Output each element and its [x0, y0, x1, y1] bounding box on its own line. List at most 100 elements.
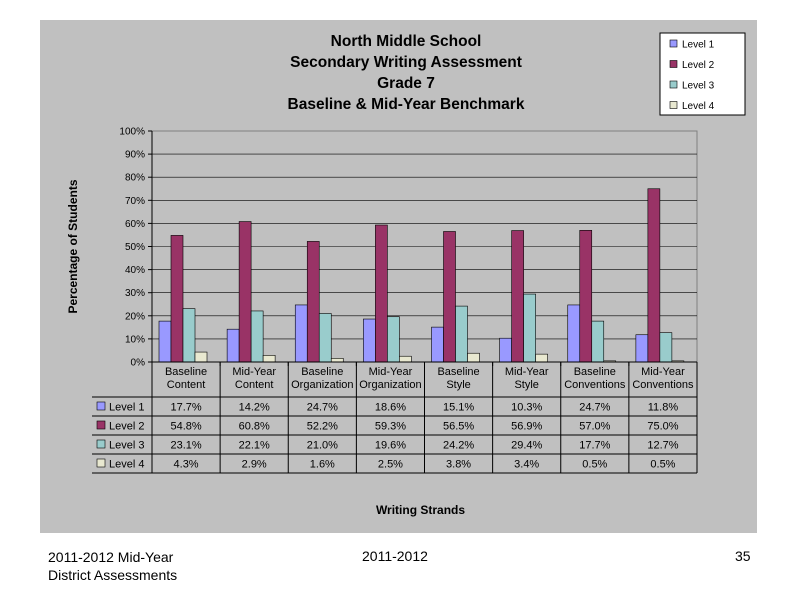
- table-cell: 56.5%: [443, 421, 474, 433]
- bar-level-3: [659, 332, 673, 363]
- table-series-label: Level 3: [109, 440, 144, 452]
- table-cell: 59.3%: [375, 421, 406, 433]
- bar-level-3: [523, 293, 536, 363]
- bar-level-3: [182, 308, 196, 363]
- y-tick-label: 40%: [125, 265, 145, 276]
- x-tick-label: Baseline: [301, 366, 343, 378]
- table-legend-key: [96, 439, 106, 449]
- table-cell: 10.3%: [511, 402, 542, 414]
- table-cell: 24.7%: [579, 402, 610, 414]
- legend-swatch: [669, 60, 678, 68]
- bar-level-2: [579, 230, 593, 363]
- table-cell: 17.7%: [579, 440, 610, 452]
- table-cell: 11.8%: [648, 402, 679, 414]
- y-tick-label: 60%: [125, 219, 145, 230]
- bar-level-4: [330, 358, 344, 363]
- legend-swatch: [669, 101, 678, 109]
- table-cell: 21.0%: [307, 440, 338, 452]
- bar-level-4: [262, 355, 276, 363]
- footer-left-line2: District Assessments: [48, 567, 178, 583]
- chart-title-line-3: Grade 7: [377, 75, 435, 92]
- bar-level-3: [318, 313, 332, 363]
- table-series-label: Level 2: [109, 421, 144, 433]
- x-tick-label: Organization: [359, 379, 421, 391]
- legend-swatch: [669, 80, 678, 89]
- table-cell: 19.6%: [375, 440, 406, 452]
- bar-level-1: [158, 320, 172, 363]
- footer-left-line1: 2011-2012 Mid-Year: [48, 549, 174, 565]
- table-cell: 15.1%: [443, 402, 474, 414]
- bar-level-1: [635, 334, 649, 363]
- chart-title-line-4: Baseline & Mid-Year Benchmark: [288, 96, 525, 113]
- x-tick-label: Content: [235, 379, 274, 391]
- x-tick-label: Style: [446, 379, 470, 391]
- bar-level-2: [170, 235, 184, 363]
- x-tick-label: Mid-Year: [232, 366, 276, 378]
- table-cell: 18.6%: [375, 402, 406, 414]
- bar-level-2: [647, 188, 661, 363]
- x-tick-label: Conventions: [564, 379, 626, 391]
- chart-area: North Middle School Secondary Writing Ass…: [40, 20, 757, 533]
- bar-level-1: [431, 326, 444, 363]
- bar-level-4: [399, 355, 412, 363]
- bar-level-2: [511, 230, 524, 363]
- table-cell: 54.8%: [170, 421, 201, 433]
- table-cell: 75.0%: [647, 421, 678, 433]
- bar-level-2: [238, 221, 252, 363]
- table-cell: 24.7%: [307, 402, 338, 414]
- table-cell: 29.4%: [511, 440, 542, 452]
- y-axis-label: Percentage of Students: [66, 179, 80, 313]
- legend-swatch: [669, 39, 678, 48]
- chart-title-line-2: Secondary Writing Assessment: [290, 54, 522, 71]
- table-cell: 1.6%: [310, 459, 335, 471]
- y-tick-label: 90%: [125, 150, 145, 161]
- table-cell: 14.2%: [239, 402, 270, 414]
- y-tick-label: 80%: [125, 173, 145, 184]
- table-cell: 17.7%: [170, 402, 201, 414]
- table-cell: 2.5%: [378, 459, 403, 471]
- bar-level-2: [306, 241, 320, 363]
- x-tick-label: Mid-Year: [369, 366, 413, 378]
- table-cell: 60.8%: [239, 421, 270, 433]
- table-cell: 12.7%: [647, 440, 678, 452]
- x-tick-label: Baseline: [165, 366, 207, 378]
- legend-label: Level 2: [682, 60, 715, 71]
- x-tick-label: Baseline: [574, 366, 616, 378]
- x-tick-label: Mid-Year: [505, 366, 549, 378]
- y-tick-label: 100%: [119, 127, 145, 138]
- table-cell: 24.2%: [443, 440, 474, 452]
- bar-level-1: [567, 304, 581, 363]
- bar-level-1: [499, 337, 512, 363]
- table-cell: 52.2%: [307, 421, 338, 433]
- table-cell: 23.1%: [170, 440, 201, 452]
- x-tick-label: Organization: [291, 379, 353, 391]
- y-tick-label: 30%: [125, 288, 145, 299]
- table-cell: 0.5%: [650, 459, 675, 471]
- bar-level-3: [250, 310, 264, 363]
- y-tick-label: 10%: [125, 334, 145, 345]
- x-tick-label: Mid-Year: [641, 366, 685, 378]
- bar-level-1: [363, 318, 376, 363]
- bar-level-4: [467, 352, 480, 363]
- table-cell: 56.9%: [511, 421, 542, 433]
- legend-label: Level 4: [682, 101, 715, 112]
- bar-level-3: [455, 305, 468, 363]
- x-tick-label: Content: [167, 379, 206, 391]
- table-legend-key: [96, 458, 106, 468]
- table-cell: 22.1%: [239, 440, 270, 452]
- bar-level-4: [194, 351, 208, 363]
- chart-svg: North Middle School Secondary Writing Ass…: [66, 32, 746, 517]
- table-cell: 57.0%: [579, 421, 610, 433]
- bar-level-2: [375, 224, 388, 363]
- bar-level-1: [226, 328, 240, 363]
- legend-label: Level 3: [682, 81, 715, 92]
- bar-level-4: [535, 353, 548, 363]
- legend-label: Level 1: [682, 40, 715, 51]
- table-cell: 3.4%: [514, 459, 539, 471]
- bar-level-3: [387, 316, 400, 363]
- bar-level-1: [294, 304, 308, 363]
- table-legend-key: [96, 401, 106, 411]
- bar-level-2: [443, 231, 456, 363]
- x-tick-label: Style: [514, 379, 538, 391]
- chart-title-line-1: North Middle School: [331, 33, 482, 50]
